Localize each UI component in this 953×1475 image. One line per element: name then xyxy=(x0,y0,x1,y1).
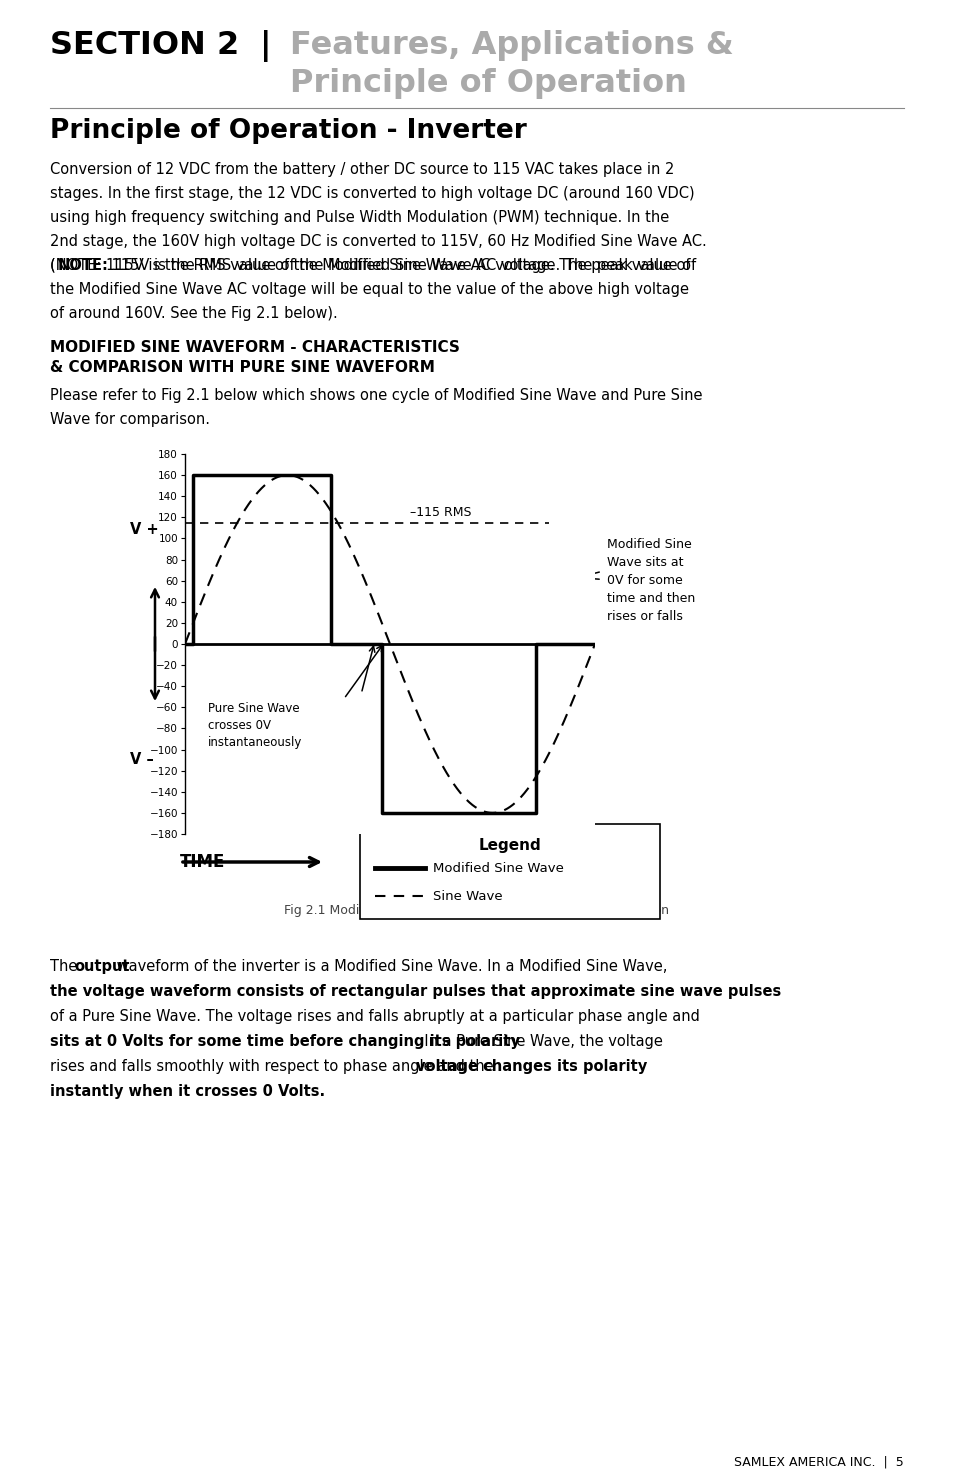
Text: Legend: Legend xyxy=(478,838,540,853)
Text: 115V is the RMS value of the Modified Sine Wave AC voltage. The peak value of: 115V is the RMS value of the Modified Si… xyxy=(107,258,696,273)
Text: Principle of Operation - Inverter: Principle of Operation - Inverter xyxy=(50,118,526,145)
Text: of a Pure Sine Wave. The voltage rises and falls abruptly at a particular phase : of a Pure Sine Wave. The voltage rises a… xyxy=(50,1009,700,1024)
Text: (NOTE: 115V is the RMS value of the Modified Sine Wave AC voltage. The peak valu: (NOTE: 115V is the RMS value of the Modi… xyxy=(50,258,690,273)
Text: The: The xyxy=(50,959,82,974)
Text: Sine Wave: Sine Wave xyxy=(433,889,502,903)
Text: (: ( xyxy=(50,258,55,273)
Text: Pure Sine Wave
crosses 0V
instantaneously: Pure Sine Wave crosses 0V instantaneousl… xyxy=(208,702,301,749)
Text: instantly when it crosses 0 Volts.: instantly when it crosses 0 Volts. xyxy=(50,1084,325,1099)
Text: SAMLEX AMERICA INC.  |  5: SAMLEX AMERICA INC. | 5 xyxy=(734,1454,903,1468)
Text: stages. In the first stage, the 12 VDC is converted to high voltage DC (around 1: stages. In the first stage, the 12 VDC i… xyxy=(50,186,694,201)
Bar xyxy=(359,825,659,919)
Text: voltage changes its polarity: voltage changes its polarity xyxy=(416,1059,646,1074)
Text: of around 160V. See the Fig 2.1 below).: of around 160V. See the Fig 2.1 below). xyxy=(50,305,337,322)
Text: –115 RMS: –115 RMS xyxy=(410,506,472,519)
Text: Features, Applications &: Features, Applications & xyxy=(290,30,733,60)
Text: the Modified Sine Wave AC voltage will be equal to the value of the above high v: the Modified Sine Wave AC voltage will b… xyxy=(50,282,688,296)
Text: & COMPARISON WITH PURE SINE WAVEFORM: & COMPARISON WITH PURE SINE WAVEFORM xyxy=(50,360,435,375)
Text: waveform of the inverter is a Modified Sine Wave. In a Modified Sine Wave,: waveform of the inverter is a Modified S… xyxy=(112,959,666,974)
Text: NOTE:: NOTE: xyxy=(58,258,109,273)
Text: using high frequency switching and Pulse Width Modulation (PWM) technique. In th: using high frequency switching and Pulse… xyxy=(50,209,669,226)
Text: Wave for comparison.: Wave for comparison. xyxy=(50,412,210,426)
Text: Conversion of 12 VDC from the battery / other DC source to 115 VAC takes place i: Conversion of 12 VDC from the battery / … xyxy=(50,162,674,177)
Text: V +: V + xyxy=(130,522,158,537)
Text: Principle of Operation: Principle of Operation xyxy=(290,68,686,99)
Text: TIME: TIME xyxy=(180,853,225,872)
Text: the voltage waveform consists of rectangular pulses that approximate sine wave p: the voltage waveform consists of rectang… xyxy=(50,984,781,999)
Text: sits at 0 Volts for some time before changing its polarity: sits at 0 Volts for some time before cha… xyxy=(50,1034,519,1049)
Text: MODIFIED SINE WAVEFORM - CHARACTERISTICS: MODIFIED SINE WAVEFORM - CHARACTERISTICS xyxy=(50,341,459,355)
Text: Fig 2.1 Modified Sine Wave and Pure Sine Wave - Comparison: Fig 2.1 Modified Sine Wave and Pure Sine… xyxy=(284,904,669,917)
Text: Please refer to Fig 2.1 below which shows one cycle of Modified Sine Wave and Pu: Please refer to Fig 2.1 below which show… xyxy=(50,388,701,403)
Text: Modified Sine
Wave sits at
0V for some
time and then
rises or falls: Modified Sine Wave sits at 0V for some t… xyxy=(606,537,695,622)
Text: Modified Sine Wave: Modified Sine Wave xyxy=(433,861,563,875)
Text: . In a Pure Sine Wave, the voltage: . In a Pure Sine Wave, the voltage xyxy=(415,1034,662,1049)
Text: rises and falls smoothly with respect to phase angle and the: rises and falls smoothly with respect to… xyxy=(50,1059,497,1074)
Text: V –: V – xyxy=(130,751,153,767)
Text: |: | xyxy=(260,30,272,62)
Text: 2nd stage, the 160V high voltage DC is converted to 115V, 60 Hz Modified Sine Wa: 2nd stage, the 160V high voltage DC is c… xyxy=(50,235,706,249)
Text: SECTION 2: SECTION 2 xyxy=(50,30,239,60)
Text: output: output xyxy=(74,959,130,974)
